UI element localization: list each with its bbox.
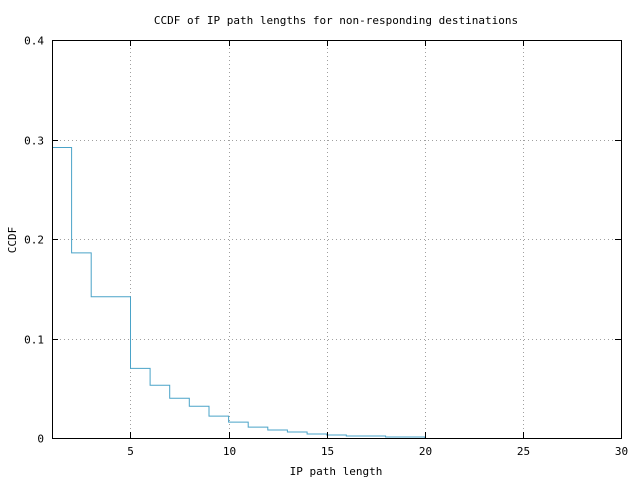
series-layer xyxy=(52,147,426,438)
grid xyxy=(52,40,621,438)
x-tick-labels: 5 10 15 20 25 30 xyxy=(127,445,628,458)
chart-title: CCDF of IP path lengths for non-respondi… xyxy=(154,14,518,27)
x-tick-label: 5 xyxy=(127,445,134,458)
x-tick-label: 15 xyxy=(321,445,334,458)
y-tick-label: 0.2 xyxy=(24,234,44,247)
y-tick-labels: 0 0.1 0.2 0.3 0.4 xyxy=(24,35,44,446)
x-axis-label: IP path length xyxy=(290,465,383,478)
x-tick-label: 10 xyxy=(223,445,236,458)
y-tick-label: 0.4 xyxy=(24,35,44,48)
y-axis-label: CCDF xyxy=(6,227,19,254)
x-tick-label: 20 xyxy=(419,445,432,458)
x-tick-label: 25 xyxy=(517,445,530,458)
y-tick-label: 0 xyxy=(37,433,44,446)
y-tick-label: 0.1 xyxy=(24,334,44,347)
x-tick-label: 30 xyxy=(615,445,628,458)
ticks xyxy=(52,40,622,439)
ccdf-series-line xyxy=(52,147,426,438)
y-tick-label: 0.3 xyxy=(24,135,44,148)
